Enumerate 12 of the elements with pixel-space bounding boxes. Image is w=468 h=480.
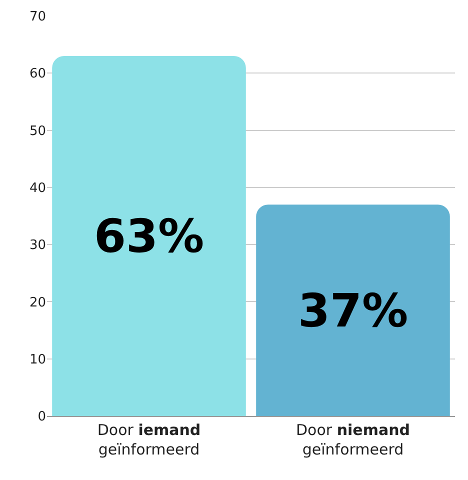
data-label: 63% <box>94 209 204 263</box>
y-tick-label: 10 <box>29 352 46 368</box>
x-tick-label: Door iemand geïnformeerd <box>97 421 201 458</box>
y-tick-label: 30 <box>29 238 46 254</box>
data-label: 37% <box>298 283 408 338</box>
x-tick-label: Door niemand geïnformeerd <box>296 421 410 458</box>
y-tick-label: 0 <box>38 410 46 425</box>
y-tick-label: 40 <box>29 180 46 196</box>
y-tick-label: 20 <box>29 295 46 310</box>
y-tick-label: 50 <box>29 124 46 139</box>
y-tick-label: 70 <box>29 10 46 25</box>
y-tick-label: 60 <box>29 66 46 82</box>
